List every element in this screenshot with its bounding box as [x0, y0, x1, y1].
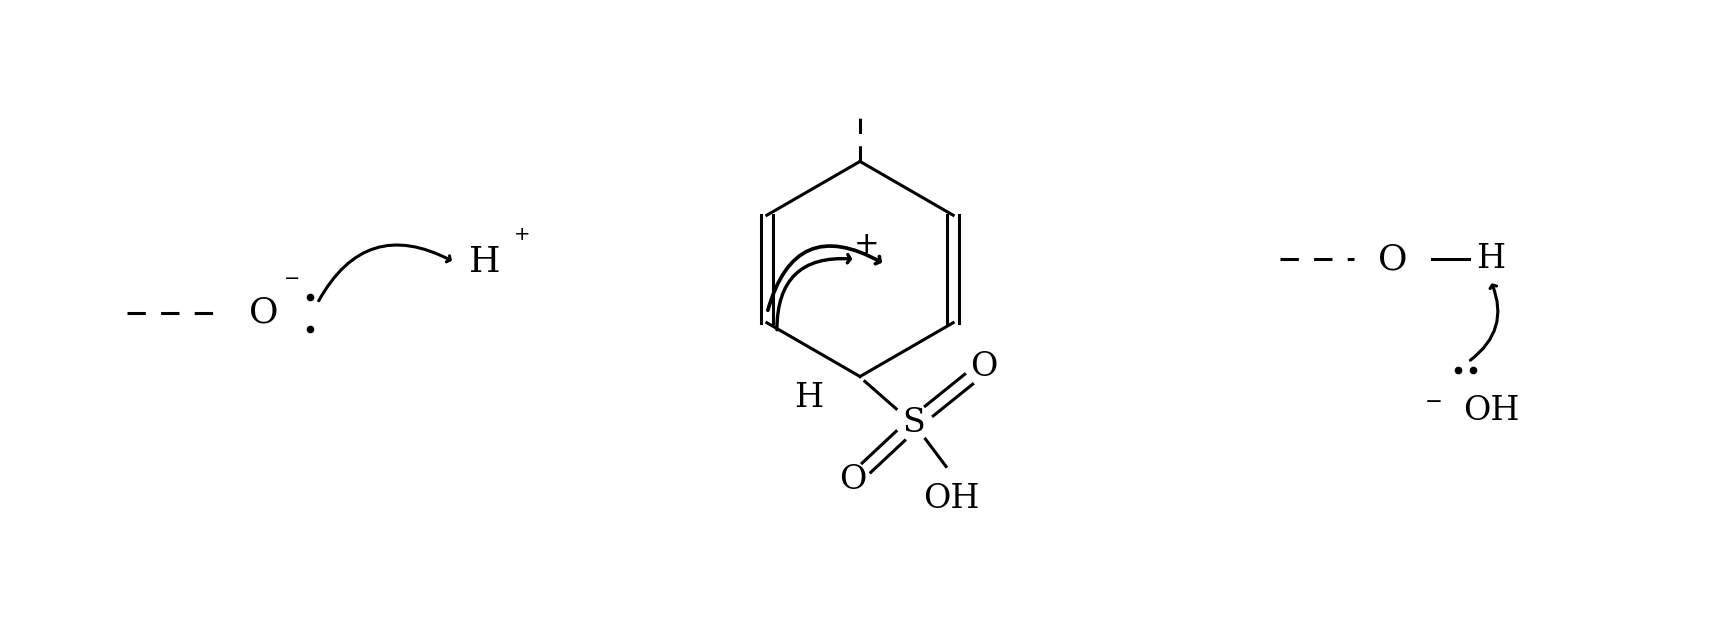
- Text: O: O: [839, 464, 867, 496]
- Text: S: S: [903, 407, 925, 439]
- Text: $^{+}$: $^{+}$: [513, 229, 530, 256]
- Text: O: O: [970, 351, 998, 383]
- Text: $^{-}$: $^{-}$: [1424, 395, 1441, 426]
- Text: OH: OH: [922, 483, 979, 515]
- Text: O: O: [1378, 242, 1407, 276]
- Text: OH: OH: [1464, 395, 1520, 427]
- Text: $+$: $+$: [853, 229, 877, 260]
- Text: O: O: [249, 296, 279, 330]
- Text: H: H: [1476, 243, 1505, 275]
- Text: $^{-}$: $^{-}$: [282, 272, 299, 299]
- Text: H: H: [470, 245, 501, 279]
- Text: H: H: [795, 382, 824, 414]
